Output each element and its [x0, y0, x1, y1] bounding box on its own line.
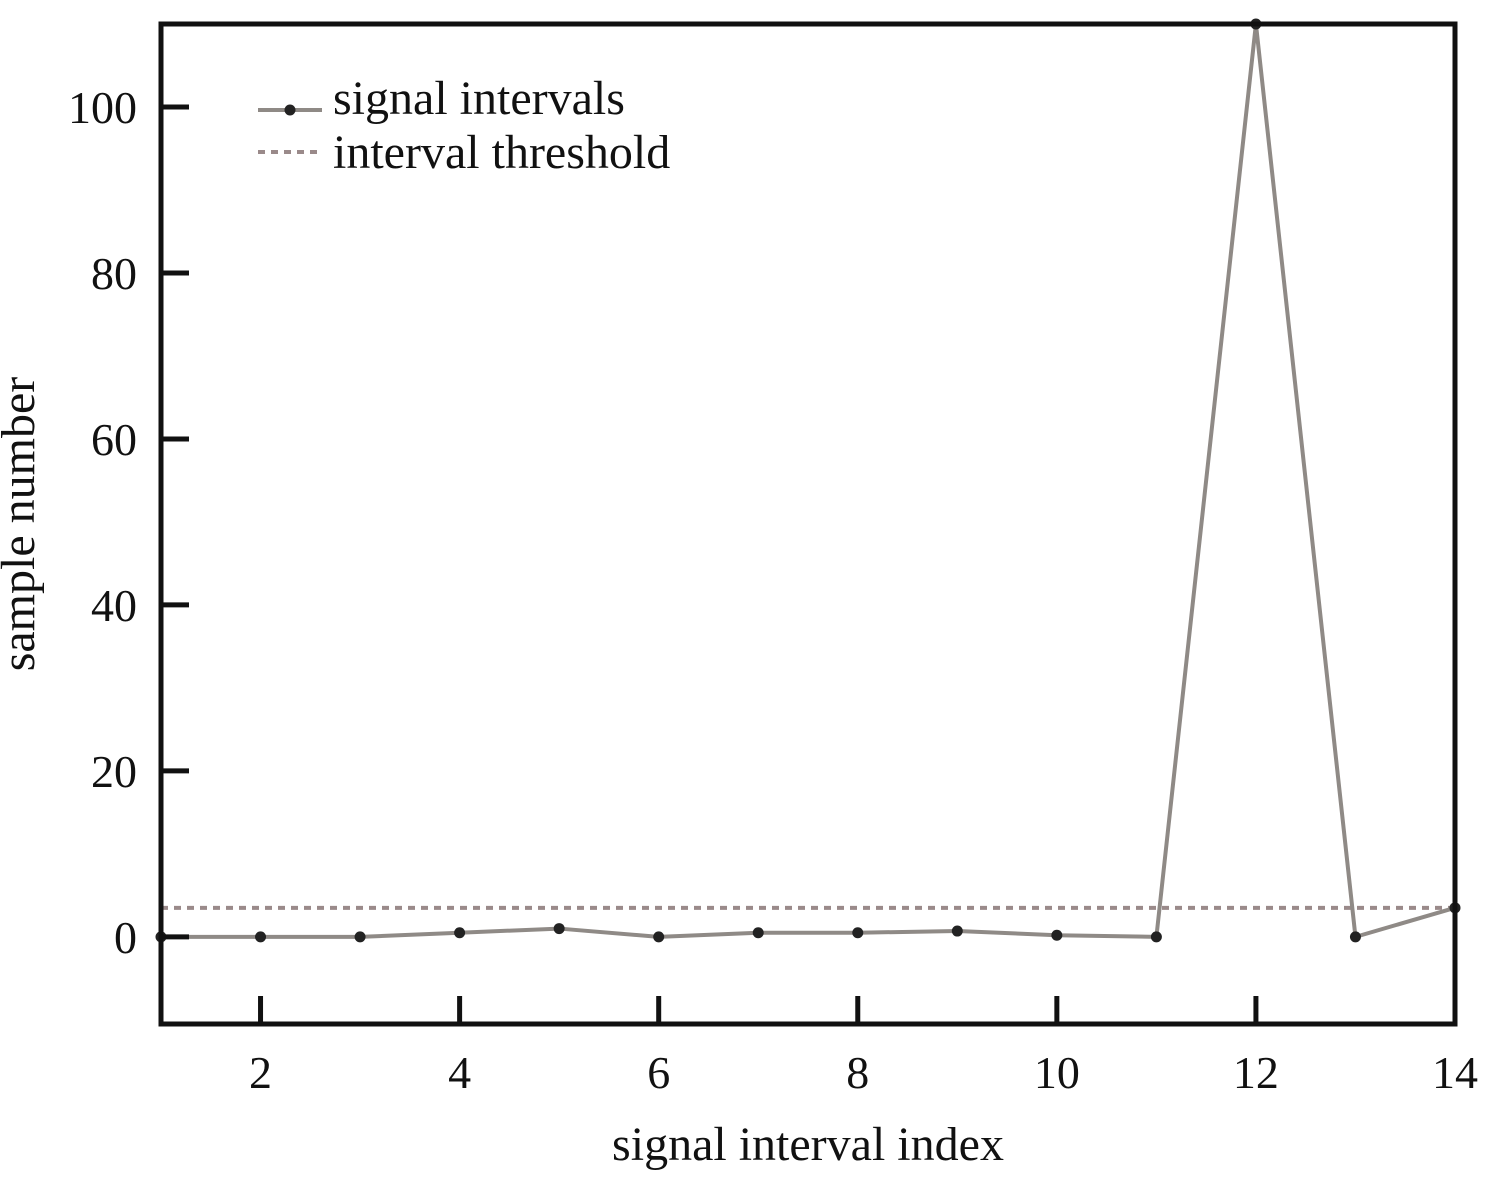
x-tick-label: 10 — [1034, 1047, 1080, 1098]
y-tick-label: 100 — [68, 82, 137, 133]
y-tick-label: 60 — [91, 414, 137, 465]
axis-ticks — [161, 104, 1458, 1024]
signal-interval-point — [653, 931, 665, 943]
x-tick-label: 4 — [448, 1047, 471, 1098]
signal-interval-point — [255, 931, 267, 943]
plot-frame — [158, 21, 1458, 1027]
signal-interval-point — [1349, 931, 1361, 943]
signal-interval-point — [951, 925, 963, 937]
signal-interval-point — [1150, 931, 1162, 943]
signal-interval-point — [454, 927, 466, 939]
x-tick-label: 8 — [846, 1047, 869, 1098]
x-axis-title: signal interval index — [612, 1118, 1004, 1171]
legend-label-signal-intervals: signal intervals — [333, 72, 625, 125]
y-tick-label: 0 — [114, 912, 137, 963]
x-tick-label: 2 — [249, 1047, 272, 1098]
x-tick-label: 6 — [647, 1047, 670, 1098]
y-tick-label: 40 — [91, 580, 137, 631]
signal-intervals-line — [161, 22, 1456, 939]
signal-interval-point — [1051, 929, 1063, 941]
legend-label-interval-threshold: interval threshold — [333, 126, 670, 179]
y-tick-label: 80 — [91, 248, 137, 299]
signal-interval-point — [752, 927, 764, 939]
y-axis-title: sample number — [0, 377, 45, 672]
signal-interval-point — [553, 923, 565, 935]
legend: signal intervals interval threshold — [258, 72, 670, 179]
legend-marker-signal-intervals — [284, 104, 296, 116]
x-tick-label: 12 — [1233, 1047, 1279, 1098]
tick-labels: 2 4 6 8 10 12 14 0 20 40 60 80 100 — [68, 82, 1478, 1098]
signal-interval-point — [354, 931, 366, 943]
x-tick-label: 14 — [1432, 1047, 1478, 1098]
signal-interval-point — [852, 927, 864, 939]
y-tick-label: 20 — [91, 746, 137, 797]
